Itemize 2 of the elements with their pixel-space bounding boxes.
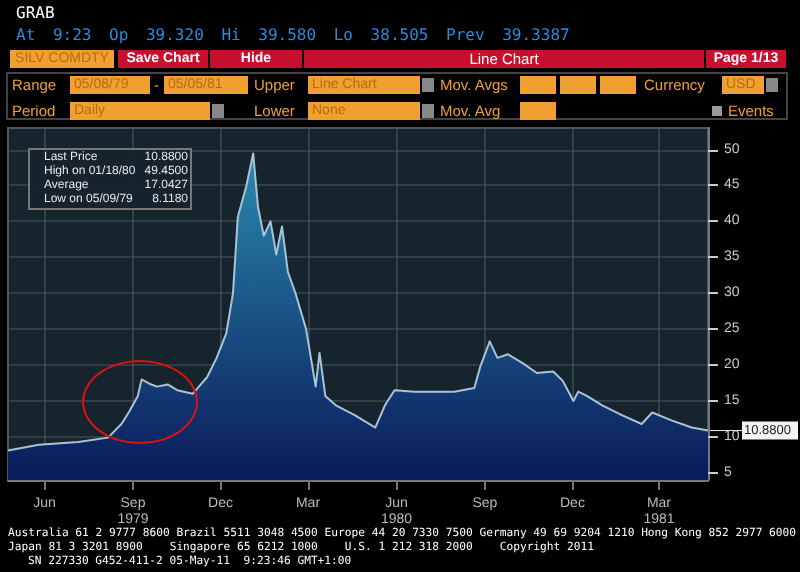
chart-subtitle: At 9:23 Op 39.320 Hi 39.580 Lo 38.505 Prev 39.3387	[16, 26, 570, 44]
chart-title: GRAB	[16, 4, 55, 22]
